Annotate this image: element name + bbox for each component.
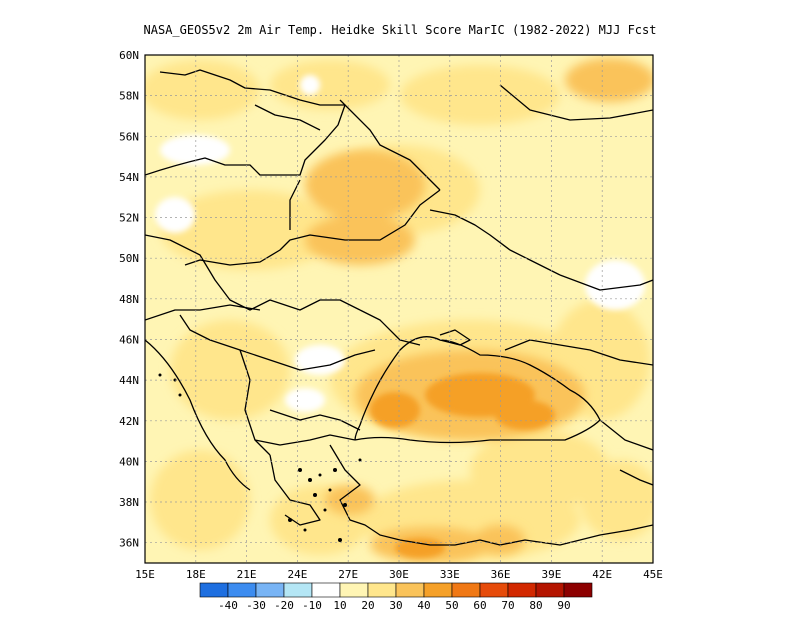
lon-tick-label: 18E xyxy=(186,568,206,581)
lat-tick-label: 48N xyxy=(119,293,139,306)
plot-frame xyxy=(144,54,654,564)
colorbar-swatch xyxy=(395,582,425,598)
lon-tick-label: 30E xyxy=(389,568,409,581)
lat-tick-label: 42N xyxy=(119,415,139,428)
lat-axis: 60N 58N 56N 54N 52N 50N 48N 46N 44N 42N … xyxy=(119,49,139,550)
lat-tick-label: 36N xyxy=(119,537,139,550)
colorbar-label: 60 xyxy=(473,599,486,612)
colorbar-swatch xyxy=(535,582,565,598)
lat-tick-label: 52N xyxy=(119,212,139,225)
colorbar-swatch xyxy=(199,582,229,598)
map-title: NASA_GEOS5v2 2m Air Temp. Heidke Skill S… xyxy=(144,23,657,37)
lat-tick-label: 58N xyxy=(119,90,139,103)
lon-tick-label: 45E xyxy=(643,568,663,581)
lat-tick-label: 56N xyxy=(119,130,139,143)
colorbar-swatch xyxy=(507,582,537,598)
lon-axis: 15E 18E 21E 24E 27E 30E 33E 36E 39E 42E … xyxy=(135,568,663,581)
lon-tick-label: 21E xyxy=(237,568,257,581)
lon-tick-label: 39E xyxy=(541,568,561,581)
lon-tick-label: 27E xyxy=(338,568,358,581)
colorbar-label: -40 xyxy=(218,599,238,612)
colorbar-swatch xyxy=(423,582,453,598)
colorbar-label: -10 xyxy=(302,599,322,612)
colorbar: -40 -30 -20 -10 10 20 30 40 50 60 70 80 … xyxy=(199,582,593,612)
lat-tick-label: 60N xyxy=(119,49,139,62)
colorbar-label: -20 xyxy=(274,599,294,612)
colorbar-label: 40 xyxy=(417,599,430,612)
colorbar-swatch xyxy=(255,582,285,598)
lat-tick-label: 44N xyxy=(119,374,139,387)
lat-tick-label: 54N xyxy=(119,171,139,184)
colorbar-swatch xyxy=(339,582,369,598)
lat-tick-label: 46N xyxy=(119,334,139,347)
colorbar-label: 30 xyxy=(389,599,402,612)
lon-tick-label: 24E xyxy=(287,568,307,581)
colorbar-swatch xyxy=(451,582,481,598)
lon-tick-label: 42E xyxy=(592,568,612,581)
lon-tick-label: 33E xyxy=(440,568,460,581)
lon-tick-label: 36E xyxy=(491,568,511,581)
colorbar-swatch xyxy=(367,582,397,598)
colorbar-label: -30 xyxy=(246,599,266,612)
colorbar-swatch xyxy=(283,582,313,598)
colorbar-swatch xyxy=(479,582,509,598)
colorbar-label: 80 xyxy=(529,599,542,612)
lat-tick-label: 38N xyxy=(119,496,139,509)
lon-tick-label: 15E xyxy=(135,568,155,581)
colorbar-swatch xyxy=(311,582,341,598)
colorbar-label: 50 xyxy=(445,599,458,612)
colorbar-label: 90 xyxy=(557,599,570,612)
colorbar-label: 70 xyxy=(501,599,514,612)
colorbar-label: 20 xyxy=(361,599,374,612)
colorbar-swatch xyxy=(563,582,593,598)
lat-tick-label: 40N xyxy=(119,455,139,468)
shaded-field xyxy=(145,55,653,563)
colorbar-swatch xyxy=(227,582,257,598)
colorbar-label: 10 xyxy=(333,599,346,612)
lat-tick-label: 50N xyxy=(119,252,139,265)
